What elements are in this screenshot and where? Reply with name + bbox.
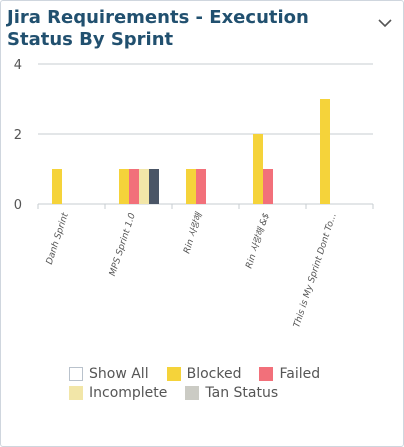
bar <box>320 99 330 204</box>
legend-item-incomplete[interactable]: Incomplete <box>69 385 167 401</box>
legend-item-failed[interactable]: Failed <box>259 366 320 382</box>
legend-label: Incomplete <box>89 385 168 401</box>
legend-item-blocked[interactable]: Blocked <box>166 366 242 382</box>
bar <box>263 169 273 204</box>
bar <box>186 169 196 204</box>
legend-label: Blocked <box>186 366 242 382</box>
legend-swatch <box>259 367 274 381</box>
x-tick-label: This is My Sprint Dont To... <box>292 212 339 329</box>
bar <box>196 169 206 204</box>
x-tick-label: Rin 사랑해 &$ <box>244 211 272 270</box>
legend-swatch <box>69 386 83 400</box>
bar <box>129 169 139 204</box>
bar-chart: 0 2 4 Danh Sprint MPS Sprint 1.0 Rin 사랑해 Rin 사… <box>14 58 374 329</box>
legend-label: Failed <box>279 366 321 382</box>
legend-swatch <box>166 367 181 381</box>
legend-swatch <box>69 367 83 381</box>
bar <box>119 169 129 204</box>
bar <box>253 134 263 204</box>
x-tick-label: Danh Sprint <box>45 211 71 265</box>
bar <box>139 169 149 204</box>
bar <box>149 169 159 204</box>
chevron-down-icon[interactable] <box>375 13 395 33</box>
legend-item-tan-status[interactable]: Tan Status <box>185 385 278 401</box>
x-tick-label: MPS Sprint 1.0 <box>108 212 138 278</box>
widget-title: Jira Requirements - Execution Status By … <box>7 7 309 50</box>
y-tick-label: 0 <box>14 198 22 213</box>
bar <box>52 169 62 204</box>
legend-label: Tan Status <box>205 385 279 401</box>
legend-label: Show All <box>89 366 149 382</box>
x-tick-label: Rin 사랑해 <box>181 210 205 255</box>
y-tick-label: 2 <box>14 128 22 143</box>
y-tick-label: 4 <box>14 58 22 73</box>
legend-item-show-all[interactable]: Show All <box>69 366 149 382</box>
legend-swatch <box>185 386 200 400</box>
